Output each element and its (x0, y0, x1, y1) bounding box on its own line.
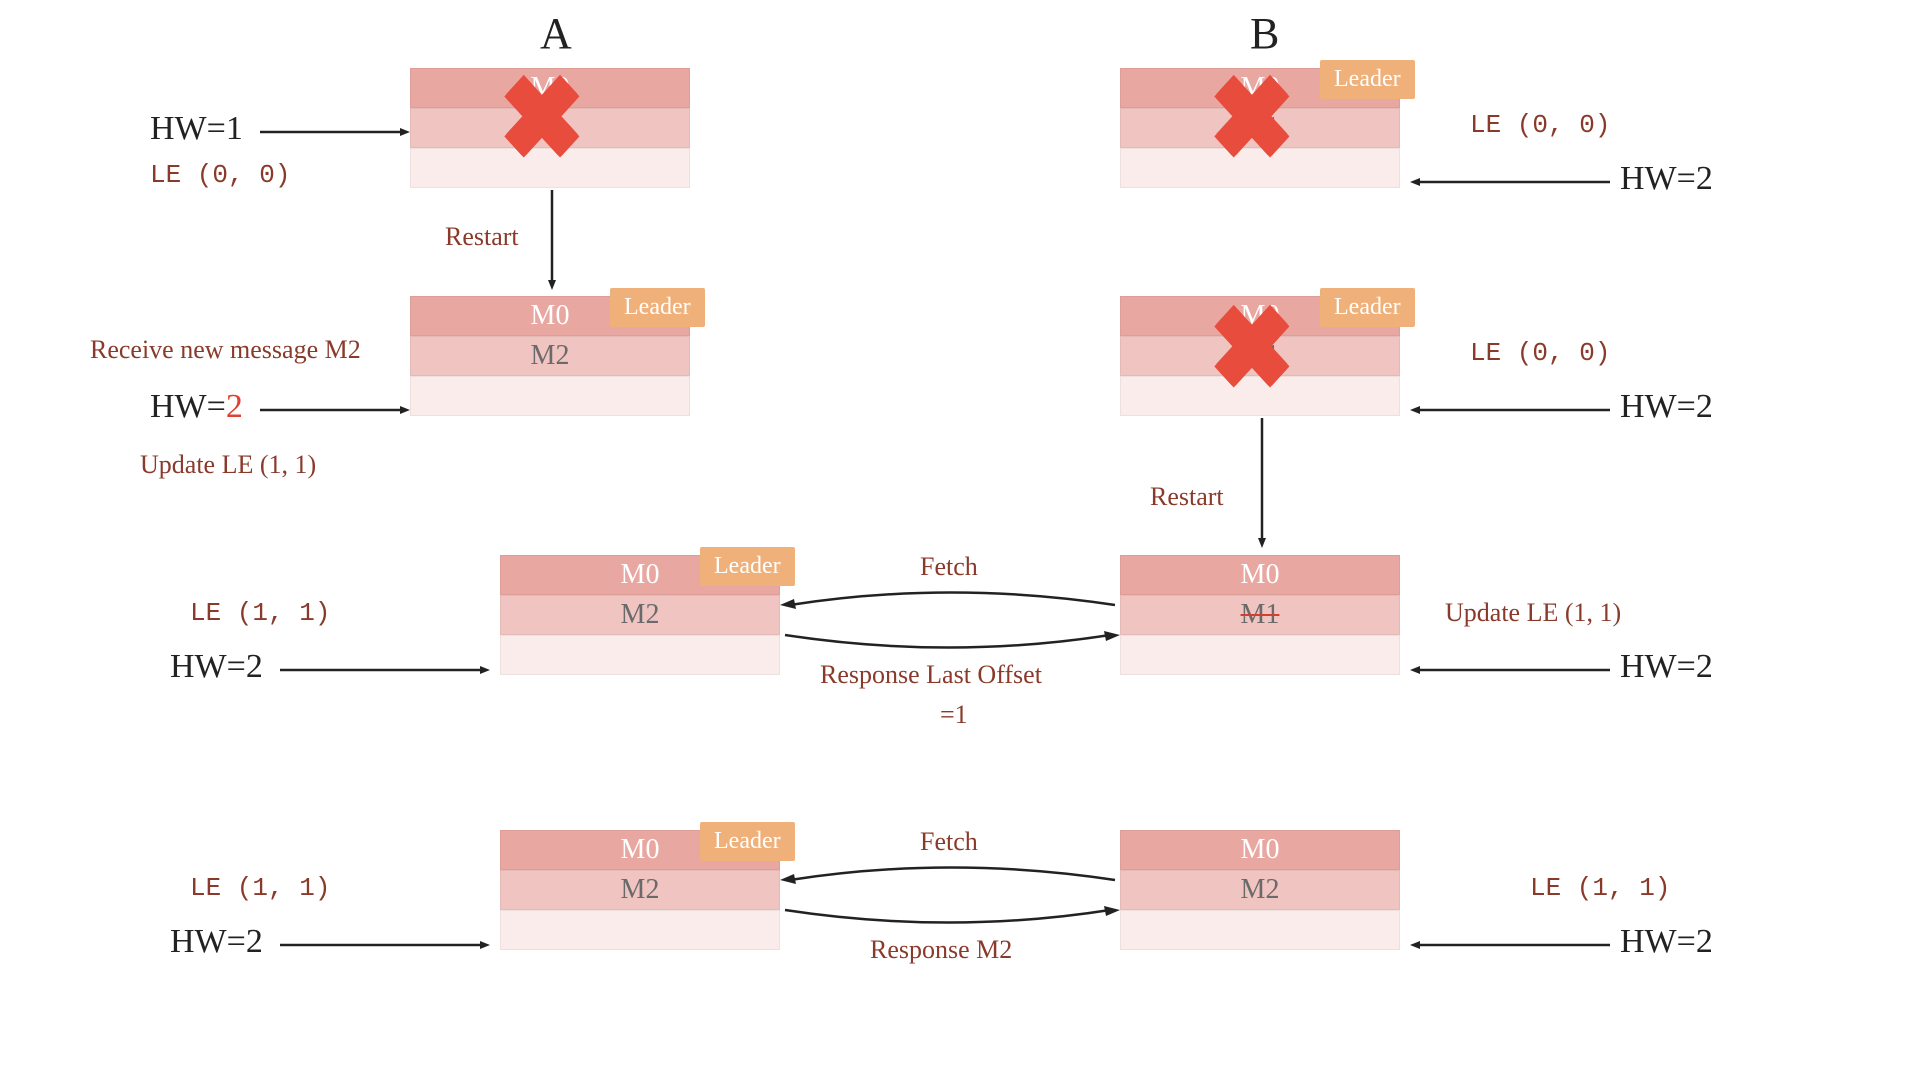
restart-a-label: Restart (445, 222, 519, 252)
stack-b-r3: M0 M1 (1120, 555, 1400, 675)
hw-b-r2: HW=2 (1620, 388, 1713, 426)
leader-badge-a2: Leader (610, 288, 705, 327)
cell-b4-empty (1120, 910, 1400, 950)
cell-b4-m0: M0 (1120, 830, 1400, 870)
hw-a-r1: HW=1 (150, 110, 243, 148)
cell-a4-m2: M2 (500, 870, 780, 910)
resp-m2-r4: Response M2 (870, 935, 1012, 965)
arrow-hw-b-r1 (1410, 178, 1610, 198)
le-b-r4: LE (1, 1) (1530, 873, 1670, 903)
title-b: B (1250, 8, 1279, 59)
le-a-r4: LE (1, 1) (190, 873, 330, 903)
cell-a4-empty (500, 910, 780, 950)
fetch-r3-label: Fetch (920, 552, 978, 582)
leader-badge-b1: Leader (1320, 60, 1415, 99)
xmark-a-r1: ✖ (500, 82, 584, 159)
le-a-r1: LE (0, 0) (150, 160, 290, 190)
arrow-hw-b-r2 (1410, 406, 1610, 426)
cell-a3-empty (500, 635, 780, 675)
le-b-r1: LE (0, 0) (1470, 110, 1610, 140)
cell-b3-m0: M0 (1120, 555, 1400, 595)
update-le-b-r3: Update LE (1, 1) (1445, 598, 1621, 628)
title-a: A (540, 8, 572, 59)
cell-b4-m2: M2 (1120, 870, 1400, 910)
resp-last-offset-val-r3: =1 (940, 700, 968, 730)
recv-new-label: Receive new message M2 (90, 335, 361, 365)
hw-b-r1: HW=2 (1620, 160, 1713, 198)
arrow-resp-r3 (780, 625, 1120, 665)
xmark-b-r2: ✖ (1210, 312, 1294, 389)
arrow-hw-a-r2 (260, 406, 410, 426)
cell-a3-m2: M2 (500, 595, 780, 635)
leader-badge-b2: Leader (1320, 288, 1415, 327)
arrow-hw-b-r4 (1410, 941, 1610, 961)
arrow-hw-a-r3 (280, 666, 490, 686)
arrow-fetch-r3 (780, 585, 1120, 625)
cell-a2-empty (410, 376, 690, 416)
hw-b-r3: HW=2 (1620, 648, 1713, 686)
arrow-restart-b (1258, 418, 1278, 548)
cell-b3-m1: M1 (1120, 595, 1400, 635)
arrow-hw-a-r1 (260, 128, 410, 148)
restart-b-label: Restart (1150, 482, 1224, 512)
cell-b3-empty (1120, 635, 1400, 675)
stack-b-r4: M0 M2 (1120, 830, 1400, 950)
hw-b-r4: HW=2 (1620, 923, 1713, 961)
xmark-b-r1: ✖ (1210, 82, 1294, 159)
le-a-r3: LE (1, 1) (190, 598, 330, 628)
hw-a-r3: HW=2 (170, 648, 263, 686)
hw-a-r2: HW=2 (150, 388, 243, 426)
fetch-r4-label: Fetch (920, 827, 978, 857)
arrow-resp-r4 (780, 900, 1120, 940)
leader-badge-a3: Leader (700, 547, 795, 586)
update-le-a-r2: Update LE (1, 1) (140, 450, 316, 480)
arrow-fetch-r4 (780, 860, 1120, 900)
cell-a2-m2: M2 (410, 336, 690, 376)
arrow-hw-a-r4 (280, 941, 490, 961)
leader-badge-a4: Leader (700, 822, 795, 861)
hw-a-r4: HW=2 (170, 923, 263, 961)
resp-last-offset-r3: Response Last Offset (820, 660, 1042, 690)
arrow-hw-b-r3 (1410, 666, 1610, 686)
arrow-restart-a (548, 190, 568, 290)
le-b-r2: LE (0, 0) (1470, 338, 1610, 368)
